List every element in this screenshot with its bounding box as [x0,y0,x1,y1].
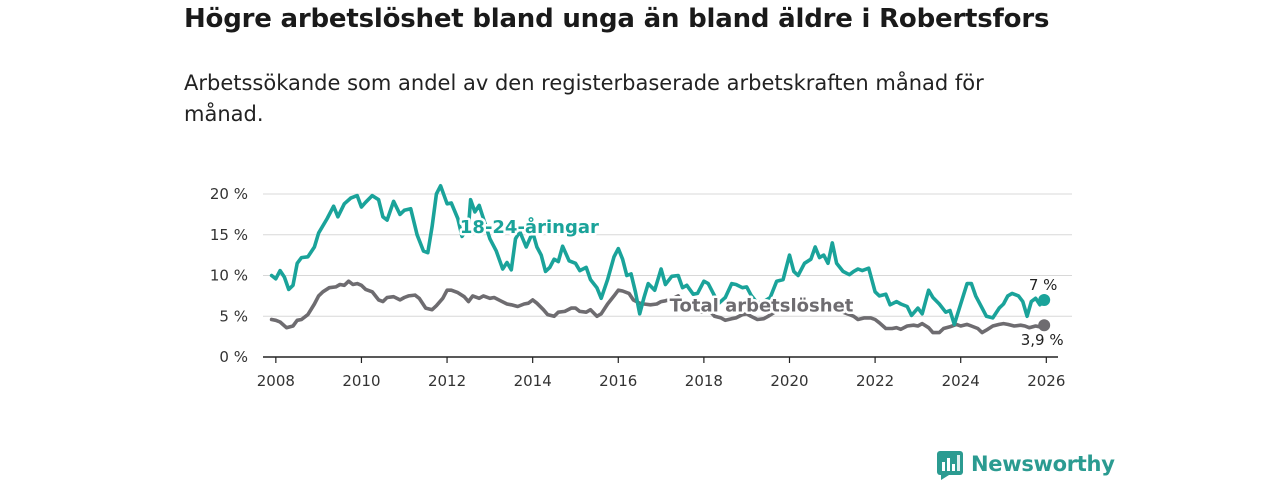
series-label-youth: 18-24-åringar [460,216,599,238]
x-tick-label-2024: 2024 [942,372,980,390]
y-tick-label-5: 5 % [219,307,248,325]
series-label-total: Total arbetslöshet [670,295,854,316]
series-lines [269,184,1051,335]
x-tick-label-2020: 2020 [770,372,808,390]
x-tick-label-2010: 2010 [342,372,380,390]
gridlines [263,193,1072,317]
y-tick-label-10: 10 % [210,267,248,285]
end-point-total [1038,319,1051,332]
end-label-youth: 7 % [1029,276,1058,294]
series-line-total [269,279,1046,335]
x-tick-label-2014: 2014 [514,372,552,390]
x-tick-label-2022: 2022 [856,372,894,390]
newsworthy-logo: Newsworthy [937,448,1115,480]
brand-name: Newsworthy [971,452,1115,476]
series-line-youth [269,184,1046,327]
end-label-total: 3,9 % [1021,331,1064,349]
end-point-youth [1038,293,1051,306]
x-tick-label-2016: 2016 [599,372,637,390]
chart-title: Högre arbetslöshet bland unga än bland ä… [184,4,1050,34]
x-tick-label-2008: 2008 [257,372,295,390]
y-tick-label-20: 20 % [210,185,248,203]
x-axis: 2008 2010 2012 2014 2016 2018 2020 2022 2024 2026 [257,356,1065,390]
y-tick-label-15: 15 % [210,226,248,244]
y-tick-label-0: 0 % [219,348,248,366]
x-tick-label-2018: 2018 [685,372,723,390]
series-labels: 18-24-åringar Total arbetslöshet 7 % 3,9 % [457,214,1065,352]
newsworthy-logo-icon [937,451,963,480]
line-chart: 0 %5 %10 %15 %20 % 2008 2010 2012 2014 2016 2… [210,184,1072,390]
x-tick-label-2026: 2026 [1027,372,1065,390]
x-tick-label-2012: 2012 [428,372,466,390]
y-axis-tick-labels: 0 % 5 % 10 % 15 % 20 % [210,185,248,366]
chart-subtitle: Arbetssökande som andel av den registerb… [184,71,984,126]
